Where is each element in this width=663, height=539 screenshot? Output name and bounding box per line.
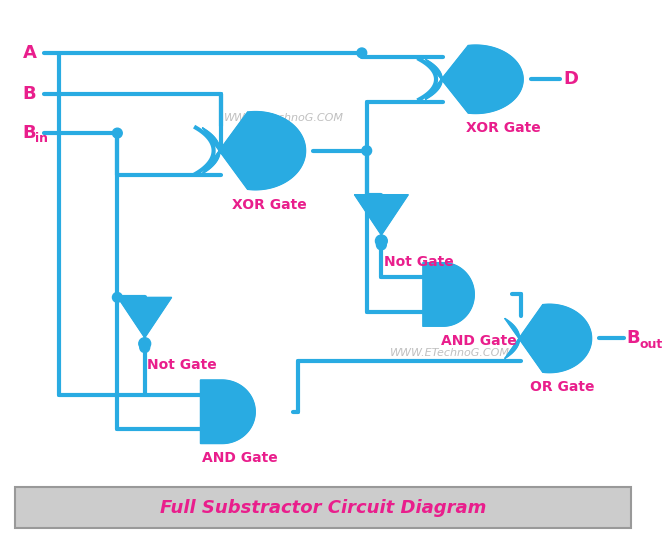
Text: XOR Gate: XOR Gate (466, 121, 541, 135)
Polygon shape (426, 45, 523, 114)
Text: B: B (627, 329, 640, 348)
Circle shape (140, 343, 150, 353)
Text: in: in (35, 133, 48, 146)
Polygon shape (202, 112, 306, 190)
Circle shape (362, 146, 371, 156)
Text: WWW.ETechnoG.COM: WWW.ETechnoG.COM (390, 348, 510, 358)
Text: Not Gate: Not Gate (384, 255, 453, 269)
Polygon shape (423, 262, 474, 326)
Text: out: out (640, 338, 663, 351)
Text: B: B (23, 124, 36, 142)
Text: Full Substractor Circuit Diagram: Full Substractor Circuit Diagram (160, 499, 486, 516)
Circle shape (377, 240, 387, 250)
Text: D: D (564, 70, 578, 88)
Circle shape (375, 235, 387, 247)
Polygon shape (355, 195, 408, 235)
Text: B: B (23, 85, 36, 103)
Polygon shape (505, 304, 591, 372)
Text: AND Gate: AND Gate (202, 451, 277, 465)
Circle shape (139, 338, 151, 349)
Text: Not Gate: Not Gate (147, 357, 217, 371)
Polygon shape (200, 380, 255, 444)
Circle shape (113, 293, 122, 302)
Text: XOR Gate: XOR Gate (231, 198, 306, 212)
Text: AND Gate: AND Gate (442, 334, 517, 348)
Polygon shape (118, 298, 172, 338)
Text: A: A (23, 44, 36, 62)
Text: OR Gate: OR Gate (530, 381, 595, 395)
Text: WWW.ETechnoG.COM: WWW.ETechnoG.COM (223, 113, 343, 123)
Circle shape (357, 48, 367, 58)
FancyBboxPatch shape (15, 487, 631, 528)
Circle shape (113, 128, 122, 138)
